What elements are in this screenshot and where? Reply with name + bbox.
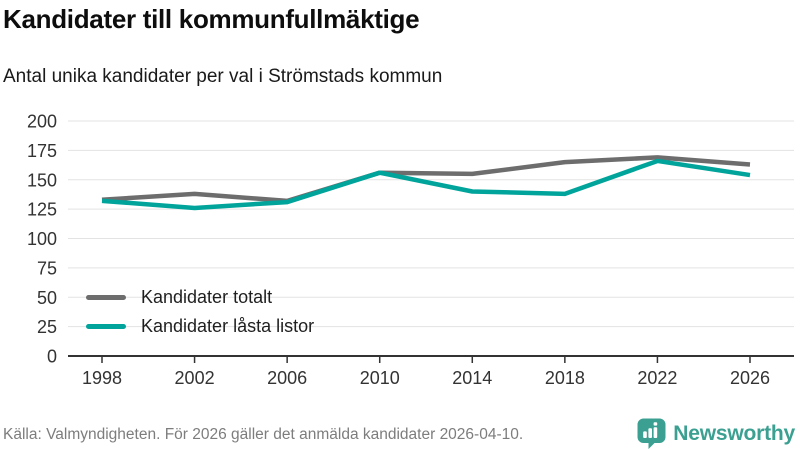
y-tick-label-75: 75 [37,258,57,278]
series-line-kandidater-totalt [101,155,751,204]
y-tick-label-200: 200 [27,112,57,132]
page-title: Kandidater till kommunfullmäktige [3,4,420,34]
newsworthy-brand: Newsworthy [637,418,795,449]
page-subtitle: Antal unika kandidater per val i Strömst… [3,66,443,87]
newsworthy-logo-icon [637,418,666,449]
legend-item-0: Kandidater totalt [86,287,314,307]
y-tick-label-0: 0 [47,347,57,367]
logo-exclamation-dot [653,422,658,426]
y-tick-label-125: 125 [27,200,57,220]
newsworthy-wordmark: Newsworthy [673,421,795,445]
y-tick-label-100: 100 [27,229,57,249]
x-tick-label-2026: 2026 [730,368,770,388]
x-tick-label-1998: 1998 [82,368,122,388]
y-tick-label-50: 50 [37,288,57,308]
x-tick-label-2006: 2006 [267,368,307,388]
x-tick-label-2022: 2022 [637,368,677,388]
legend-item-1: Kandidater låsta listor [86,316,314,336]
legend-label: Kandidater totalt [141,286,273,307]
x-tick-label-2014: 2014 [452,368,492,388]
y-tick-label-150: 150 [27,170,57,190]
source-note: Källa: Valmyndigheten. För 2026 gäller d… [3,426,524,443]
logo-bar-medium [648,428,653,438]
x-tick-label-2010: 2010 [360,368,400,388]
logo-bar-tall [653,427,658,438]
y-tick-label-175: 175 [27,141,57,161]
legend-swatch-icon [86,323,126,329]
logo-bar-short [643,431,648,438]
y-tick-label-25: 25 [37,317,57,337]
series-line-kandidater-l-sta-listor [101,158,751,211]
legend-swatch-icon [86,294,126,300]
x-tick-label-2002: 2002 [175,368,215,388]
x-tick-label-2018: 2018 [545,368,585,388]
legend-label: Kandidater låsta listor [141,315,315,336]
chart-legend: Kandidater totalt Kandidater låsta listor [86,287,314,336]
